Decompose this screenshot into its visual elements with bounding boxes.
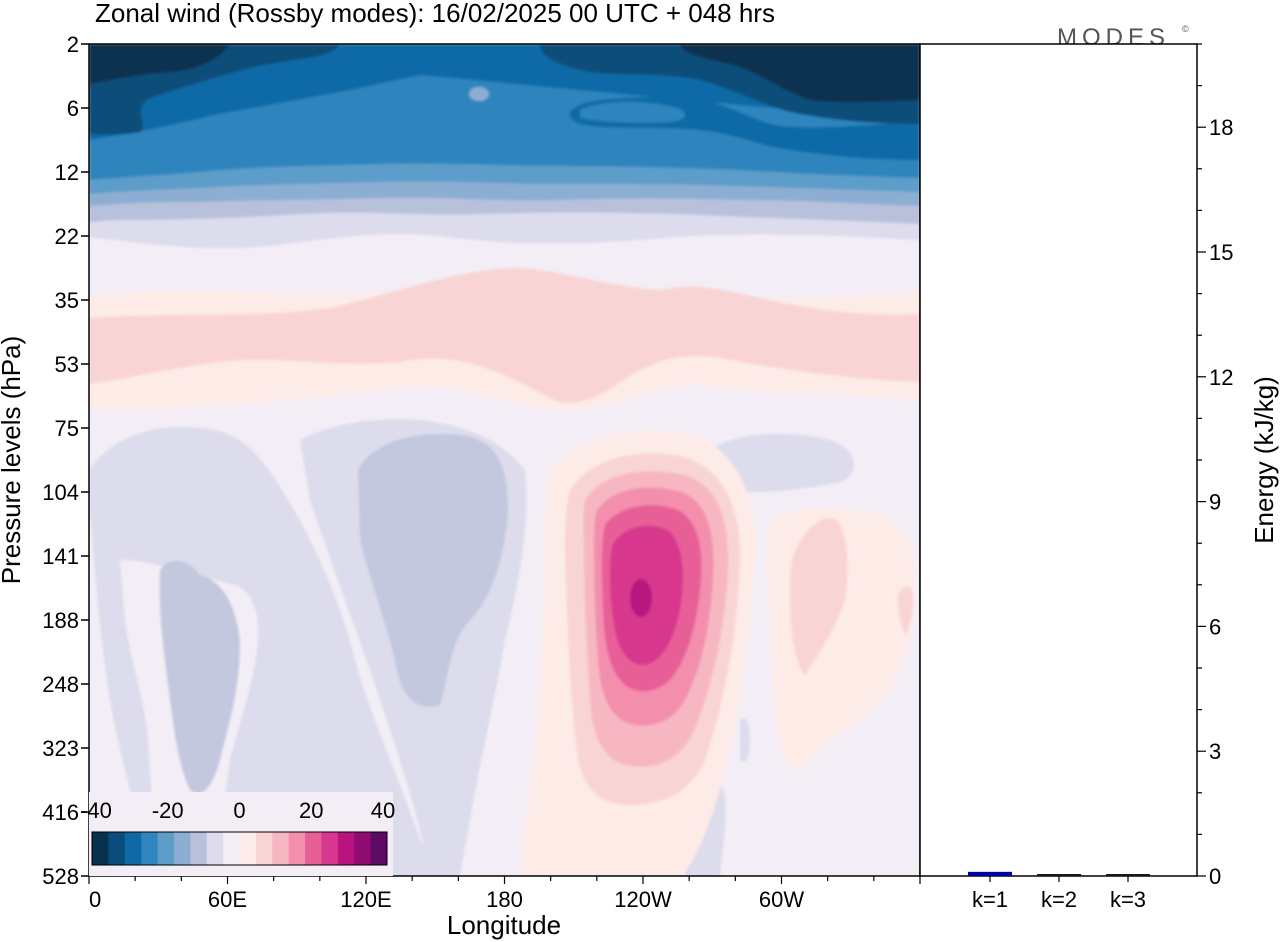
energy-bar: [1106, 874, 1150, 876]
energy-bar: [1037, 874, 1081, 876]
secondary-max-inner: [790, 517, 848, 675]
colorbar-swatch: [124, 832, 142, 865]
colorbar-swatch: [239, 832, 257, 865]
x-tick-label: 120E: [340, 887, 391, 912]
x-tick-label: 60E: [208, 887, 247, 912]
colorbar-swatch: [92, 832, 109, 865]
colorbar-swatch: [190, 832, 208, 865]
y-tick-label: 188: [42, 608, 79, 633]
colorbar-frame: [91, 831, 388, 866]
westerly-band-inner: [89, 268, 920, 403]
energy-category-label: k=1: [972, 887, 1008, 912]
colorbar-swatch: [321, 832, 339, 865]
easterly-core-center: [358, 434, 508, 707]
colorbar-swatch: [173, 832, 191, 865]
y-tick-label: 53: [55, 352, 79, 377]
y-tick-label: 416: [42, 800, 79, 825]
easterly-pocket: [469, 87, 489, 101]
energy-tick-label: 12: [1209, 365, 1233, 390]
secondary-max-east: [898, 586, 914, 635]
y-tick-label: 528: [42, 864, 79, 889]
x-axis-label: Longitude: [447, 910, 561, 940]
y-tick-label: 323: [42, 736, 79, 761]
easterly-layer-8: [89, 44, 920, 103]
energy-category-label: k=3: [1110, 887, 1146, 912]
colorbar-swatch: [370, 832, 388, 865]
colorbar-swatch: [255, 832, 273, 865]
energy-categories: k=1 k=2 k=3: [972, 876, 1146, 912]
longitude-axis: 0 60E 120E 180 120W 60W: [88, 876, 921, 912]
y-tick-label: 75: [55, 416, 79, 441]
y-tick-label: 2: [67, 32, 79, 57]
y-tick-label: 141: [42, 544, 79, 569]
colorbar-swatch: [206, 832, 224, 865]
colorbar-tick-label: -20: [152, 798, 184, 823]
y-tick-label: 35: [55, 288, 79, 313]
energy-category-label: k=2: [1041, 887, 1077, 912]
colorbar-swatch: [141, 832, 159, 865]
colorbar-swatch: [157, 832, 175, 865]
energy-axis-label: Energy (kJ/kg): [1249, 376, 1279, 544]
y-tick-label: 104: [42, 480, 79, 505]
y-axis-label: Pressure levels (hPa): [0, 336, 26, 585]
zonal-wind-heatmap: [89, 44, 920, 876]
colorbar-tick-label: 0: [233, 798, 245, 823]
colorbar-swatch: [288, 832, 306, 865]
chart-title: Zonal wind (Rossby modes): 16/02/2025 00…: [95, 0, 775, 28]
jet-core: [630, 579, 652, 617]
colorbar-tick-label: -40: [80, 798, 112, 823]
energy-tick-label: 0: [1209, 864, 1221, 889]
colorbar-tick-label: 20: [299, 798, 323, 823]
colorbar-tick-label: 40: [371, 798, 395, 823]
x-tick-label: 0: [89, 887, 101, 912]
copyright-mark: ©: [1182, 24, 1189, 34]
easterly-region-east: [704, 433, 854, 493]
energy-axis: 0 3 6 9 12 15 18: [1197, 43, 1233, 889]
y-tick-label: 22: [55, 224, 79, 249]
x-tick-label: 60W: [759, 887, 804, 912]
pressure-axis: 2 6 12 22 35 53 75 104 141 188 248 323 416 528: [42, 32, 89, 889]
x-tick-label: 180: [486, 887, 523, 912]
y-tick-label: 12: [55, 160, 79, 185]
y-tick-label: 6: [67, 96, 79, 121]
colorbar-swatch: [223, 832, 240, 865]
easterly-streak: [740, 718, 750, 762]
easterly-layer-5-notch: [580, 101, 685, 123]
easterly-core-west: [159, 560, 240, 794]
energy-tick-label: 15: [1209, 240, 1233, 265]
easterly-layer-7: [89, 44, 920, 135]
colorbar-swatch: [337, 832, 355, 865]
colorbar-swatch: [108, 832, 126, 865]
colorbar-swatch: [354, 832, 372, 865]
colorbar-swatch: [272, 832, 290, 865]
energy-bars: [968, 871, 1150, 876]
energy-panel: 0 3 6 9 12 15 18 k=1 k=2 k=3: [919, 43, 1233, 912]
x-tick-label: 120W: [614, 887, 672, 912]
colorbar: -40 -20 0 20 40: [80, 792, 395, 876]
energy-tick-label: 6: [1209, 614, 1221, 639]
energy-frame: [919, 43, 1198, 877]
energy-tick-label: 3: [1209, 739, 1221, 764]
colorbar-labels: -40 -20 0 20 40: [80, 798, 395, 823]
colorbar-swatches: [92, 832, 388, 865]
energy-tick-label: 18: [1209, 115, 1233, 140]
y-tick-label: 248: [42, 672, 79, 697]
colorbar-swatch: [305, 832, 322, 865]
energy-bar: [968, 871, 1012, 876]
energy-tick-label: 9: [1209, 490, 1221, 515]
